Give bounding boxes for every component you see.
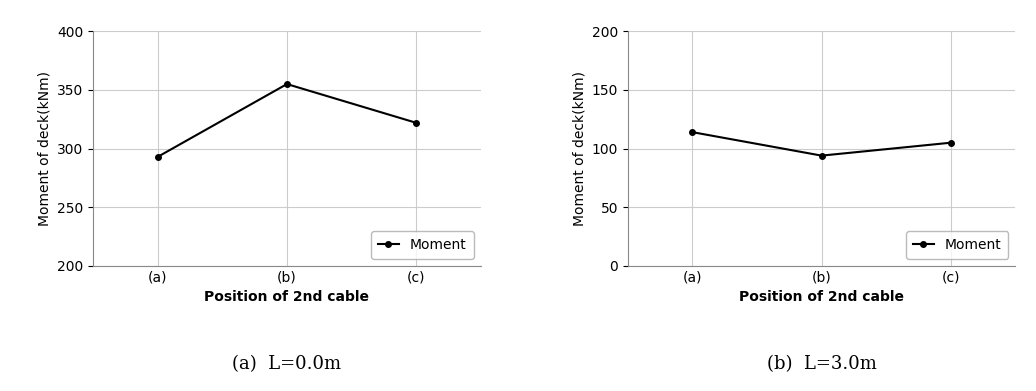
Moment bbox=[815, 153, 828, 158]
X-axis label: Position of 2nd cable: Position of 2nd cable bbox=[204, 290, 370, 304]
Moment bbox=[410, 120, 423, 125]
Text: (b)  L=3.0m: (b) L=3.0m bbox=[767, 355, 876, 373]
Y-axis label: Moment of deck(kNm): Moment of deck(kNm) bbox=[37, 71, 52, 226]
Moment bbox=[151, 154, 164, 159]
Moment bbox=[686, 130, 698, 135]
Legend: Moment: Moment bbox=[371, 231, 473, 259]
X-axis label: Position of 2nd cable: Position of 2nd cable bbox=[739, 290, 904, 304]
Y-axis label: Moment of deck(kNm): Moment of deck(kNm) bbox=[572, 71, 586, 226]
Legend: Moment: Moment bbox=[905, 231, 1008, 259]
Line: Moment: Moment bbox=[690, 129, 953, 158]
Moment bbox=[281, 82, 293, 86]
Line: Moment: Moment bbox=[155, 81, 419, 160]
Moment bbox=[945, 140, 957, 145]
Text: (a)  L=0.0m: (a) L=0.0m bbox=[232, 355, 342, 373]
